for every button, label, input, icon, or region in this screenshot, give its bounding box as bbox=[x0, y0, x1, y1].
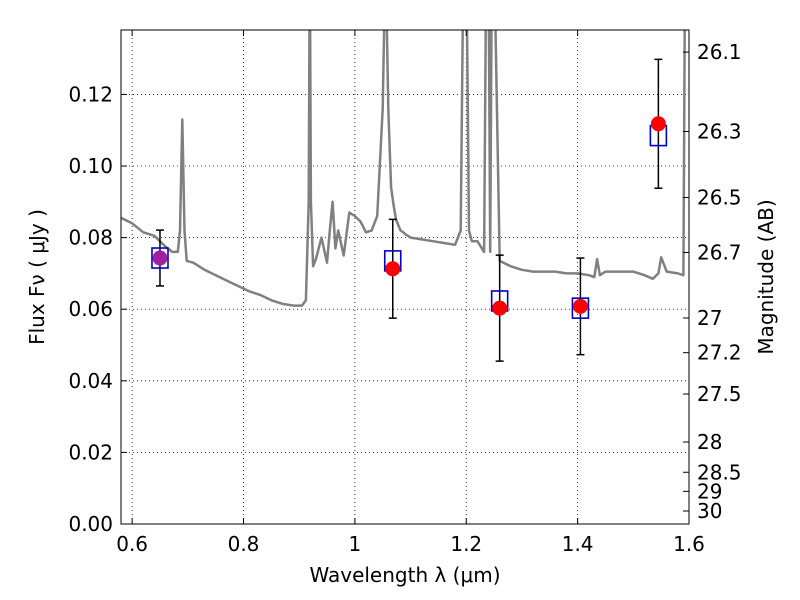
y-tick-label: 0.02 bbox=[68, 440, 113, 464]
plot-frame bbox=[120, 29, 690, 525]
magnitude-tick-label: 26.1 bbox=[697, 40, 742, 64]
plot-area bbox=[121, 30, 689, 524]
observed-photometry-point bbox=[385, 261, 401, 277]
observed-photometry-point bbox=[152, 250, 168, 266]
observed-photometry-point bbox=[572, 298, 588, 314]
magnitude-tick-label: 28.5 bbox=[697, 460, 742, 484]
grid-lines bbox=[121, 30, 689, 524]
magnitude-tick-label: 29 bbox=[697, 479, 722, 503]
x-axis-label: Wavelength λ (μm) bbox=[309, 563, 500, 587]
y-tick-label: 0.10 bbox=[68, 154, 113, 178]
magnitude-tick-label: 27.5 bbox=[697, 382, 742, 406]
observed-photometry-markers bbox=[152, 116, 666, 316]
magnitude-tick-label: 26.5 bbox=[697, 186, 742, 210]
magnitude-tick-label: 30 bbox=[697, 499, 722, 523]
y-tick-label: 0.04 bbox=[68, 369, 113, 393]
magnitude-tick-label: 27 bbox=[697, 306, 722, 330]
sed-model-line bbox=[121, 30, 686, 307]
x-tick-label: 1.2 bbox=[450, 532, 482, 556]
magnitude-axis-label: Magnitude (AB) bbox=[754, 199, 778, 354]
x-tick-label: 1.4 bbox=[562, 532, 594, 556]
x-tick-label: 1.6 bbox=[673, 532, 705, 556]
x-tick-label: 0.6 bbox=[116, 532, 148, 556]
y-tick-label: 0.06 bbox=[68, 297, 113, 321]
x-tick-label: 0.8 bbox=[228, 532, 260, 556]
magnitude-tick-label: 27.2 bbox=[697, 341, 742, 365]
observed-photometry-point bbox=[492, 300, 508, 316]
y-tick-label: 0.08 bbox=[68, 226, 113, 250]
magnitude-tick-label: 28 bbox=[697, 430, 722, 454]
model-photometry-marker bbox=[571, 297, 590, 319]
magnitude-tick-label: 26.7 bbox=[697, 240, 742, 264]
y-tick-label: 0.12 bbox=[68, 82, 113, 106]
model-photometry-marker bbox=[151, 247, 169, 269]
y-tick-label: 0.00 bbox=[68, 512, 113, 536]
y-axis-label: Flux Fν ( μJy ) bbox=[25, 209, 49, 345]
observed-photometry-point bbox=[650, 116, 666, 132]
sed-model-curve bbox=[121, 30, 686, 307]
y-axis-ticks: 0.00 0.02 0.04 0.06 0.08 0.10 0.12 bbox=[68, 82, 127, 536]
magnitude-tick-label: 26.3 bbox=[697, 119, 742, 143]
x-tick-label: 1 bbox=[349, 532, 362, 556]
x-axis-ticks: 0.6 0.8 1 1.2 1.4 1.6 bbox=[116, 30, 705, 556]
